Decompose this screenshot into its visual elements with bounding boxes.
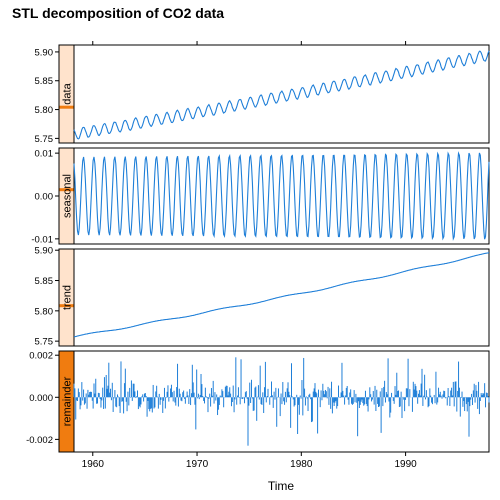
- x-tick-label: 1990: [394, 459, 417, 470]
- x-tick-label: 1960: [82, 459, 105, 470]
- y-tick-label: 5.80: [35, 105, 54, 116]
- y-tick-label: 0.01: [35, 149, 54, 160]
- strip-label-seasonal: seasonal: [62, 174, 74, 218]
- x-tick-label: 1970: [186, 459, 209, 470]
- strip-label-remainder: remainder: [62, 376, 74, 426]
- panel-trend: trend 5.75 5.80 5.85 5.90: [35, 246, 490, 348]
- strip-seasonal: [59, 148, 74, 244]
- y-tick-label: 5.75: [35, 337, 54, 348]
- strip-label-trend: trend: [62, 285, 74, 310]
- panel-seasonal: seasonal -0.01 0.00 0.01: [31, 147, 490, 245]
- strip-data: [59, 45, 74, 143]
- y-tick-label: 5.85: [35, 276, 54, 287]
- series-line-data: [73, 50, 490, 140]
- panel-frame: [58, 248, 490, 347]
- strip-marker-remainder: [59, 351, 74, 452]
- panel-frame: [58, 44, 490, 144]
- series-line-seasonal: [73, 151, 490, 241]
- strip-marker-seasonal: [59, 188, 74, 192]
- y-tick-label: -0.002: [26, 435, 53, 446]
- series-line-trend: [73, 252, 490, 338]
- strip-label-data: data: [62, 82, 74, 104]
- y-tick-label: 5.75: [35, 134, 54, 145]
- y-tick-label: 0.000: [29, 393, 53, 404]
- y-tick-label: 5.90: [35, 47, 54, 58]
- panel-remainder: remainder -0.002 0.000 0.002: [26, 350, 490, 453]
- panels-group: data 5.75 5.80 5.85 5.90 seasonal -0.01 0.00 0.0…: [26, 41, 490, 470]
- y-tick-label: -0.01: [31, 234, 53, 245]
- strip-marker-trend: [59, 304, 74, 308]
- strip-marker-data: [59, 105, 74, 109]
- x-axis-label: Time: [268, 479, 295, 493]
- panel-data: data 5.75 5.80 5.85 5.90: [35, 44, 490, 145]
- y-tick-label: 5.85: [35, 76, 54, 87]
- y-tick-label: 5.90: [35, 246, 54, 257]
- x-tick-label: 1980: [290, 459, 313, 470]
- y-tick-label: 5.80: [35, 306, 54, 317]
- y-tick-label: 0.00: [35, 192, 54, 203]
- strip-trend: [59, 249, 74, 346]
- y-tick-label: 0.002: [29, 351, 53, 362]
- chart-title: STL decomposition of CO2 data: [12, 5, 225, 21]
